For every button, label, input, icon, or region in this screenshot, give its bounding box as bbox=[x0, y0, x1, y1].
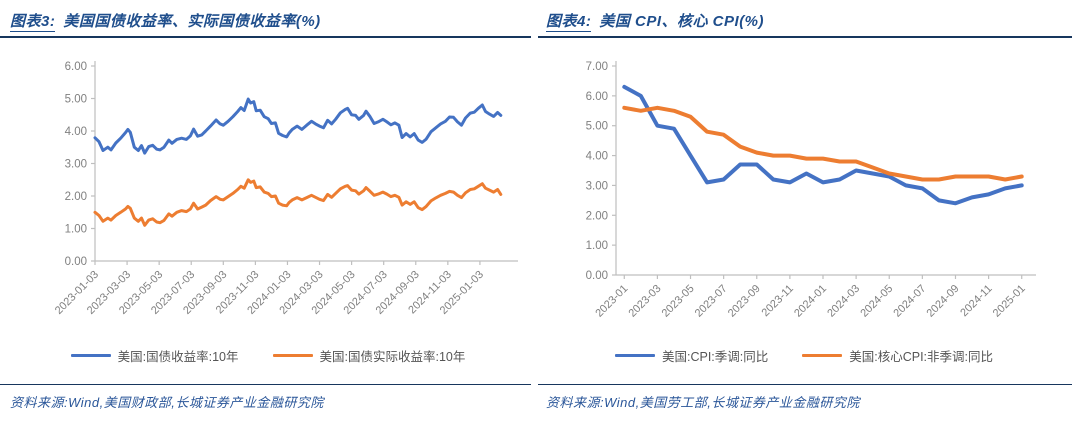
svg-text:2024-09: 2024-09 bbox=[925, 283, 962, 320]
panel-cpi: 图表4: 美国 CPI、核心 CPI(%) 0.00 1.00 2.00 3.00 4.0… bbox=[536, 0, 1072, 426]
figure-title-text: 美国 CPI、核心 CPI(%) bbox=[599, 13, 765, 30]
figure-number-label: 图表3: bbox=[10, 13, 56, 32]
legend-swatch-orange bbox=[802, 353, 843, 358]
svg-text:2023-07: 2023-07 bbox=[693, 283, 730, 320]
figure-number-label: 图表4: bbox=[546, 13, 592, 32]
line-chart-treasury-yields: 0.001.002.003.004.005.006.002023-01-0320… bbox=[53, 61, 518, 317]
legend-item-cpi: 美国:CPI:季调:同比 bbox=[614, 346, 769, 365]
svg-text:7.00: 7.00 bbox=[586, 61, 608, 73]
legend-item-real-yield: 美国:国债实际收益率:10年 bbox=[272, 346, 466, 365]
source-note: 资料来源:Wind,美国劳工部,长城证券产业金融研究院 bbox=[546, 395, 860, 410]
legend-label: 美国:CPI:季调:同比 bbox=[661, 350, 769, 364]
svg-text:2025-01: 2025-01 bbox=[991, 283, 1028, 320]
svg-text:2.00: 2.00 bbox=[586, 210, 608, 222]
figure-title-text: 美国国债收益率、实际国债收益率(%) bbox=[63, 13, 321, 30]
legend-item-nominal-yield: 美国:国债收益率:10年 bbox=[70, 346, 239, 365]
legend-swatch-blue bbox=[614, 353, 655, 358]
svg-text:2024-03: 2024-03 bbox=[825, 283, 862, 320]
legend-cpi: 美国:CPI:季调:同比 美国:核心CPI:非季调:同比 bbox=[536, 346, 1072, 365]
svg-text:2023-09: 2023-09 bbox=[726, 283, 763, 320]
svg-text:4.00: 4.00 bbox=[586, 151, 608, 163]
svg-text:2023-03: 2023-03 bbox=[626, 283, 663, 320]
line-chart-cpi: 0.001.002.003.004.005.006.007.002023-012… bbox=[586, 61, 1036, 320]
svg-text:0.00: 0.00 bbox=[586, 270, 608, 282]
svg-text:2024-05: 2024-05 bbox=[858, 283, 895, 320]
source-note: 资料来源:Wind,美国财政部,长城证券产业金融研究院 bbox=[10, 395, 324, 410]
svg-text:5.00: 5.00 bbox=[65, 94, 87, 106]
legend-item-core-cpi: 美国:核心CPI:非季调:同比 bbox=[802, 346, 993, 365]
panel-title: 图表3: 美国国债收益率、实际国债收益率(%) bbox=[10, 10, 528, 32]
svg-text:1.00: 1.00 bbox=[65, 224, 87, 236]
title-divider bbox=[0, 36, 531, 38]
svg-text:2.00: 2.00 bbox=[65, 191, 87, 203]
svg-text:2024-11: 2024-11 bbox=[958, 283, 994, 319]
svg-text:5.00: 5.00 bbox=[586, 121, 608, 133]
legend-treasury: 美国:国债收益率:10年 美国:国债实际收益率:10年 bbox=[0, 346, 536, 365]
svg-text:2023-11: 2023-11 bbox=[760, 283, 796, 319]
source-divider bbox=[0, 384, 531, 385]
legend-label: 美国:国债收益率:10年 bbox=[117, 350, 239, 364]
legend-swatch-blue bbox=[70, 353, 111, 358]
svg-text:2023-01: 2023-01 bbox=[593, 283, 630, 320]
panel-title: 图表4: 美国 CPI、核心 CPI(%) bbox=[546, 10, 1064, 32]
svg-text:4.00: 4.00 bbox=[65, 126, 87, 138]
svg-text:6.00: 6.00 bbox=[65, 61, 87, 73]
legend-label: 美国:核心CPI:非季调:同比 bbox=[849, 350, 994, 364]
legend-swatch-orange bbox=[272, 353, 313, 358]
panel-treasury-yields: 图表3: 美国国债收益率、实际国债收益率(%) 0.00 1.00 2.00 3.00 4… bbox=[0, 10, 536, 410]
svg-text:1.00: 1.00 bbox=[586, 240, 608, 252]
svg-text:3.00: 3.00 bbox=[65, 159, 87, 171]
legend-label: 美国:国债实际收益率:10年 bbox=[319, 350, 466, 364]
svg-text:0.00: 0.00 bbox=[65, 256, 87, 268]
title-divider bbox=[538, 36, 1072, 38]
svg-text:2024-01: 2024-01 bbox=[792, 283, 829, 320]
svg-text:3.00: 3.00 bbox=[586, 180, 608, 192]
svg-text:2023-05: 2023-05 bbox=[660, 283, 697, 320]
svg-text:6.00: 6.00 bbox=[586, 91, 608, 103]
source-divider bbox=[538, 384, 1072, 385]
svg-text:2024-07: 2024-07 bbox=[891, 283, 928, 320]
